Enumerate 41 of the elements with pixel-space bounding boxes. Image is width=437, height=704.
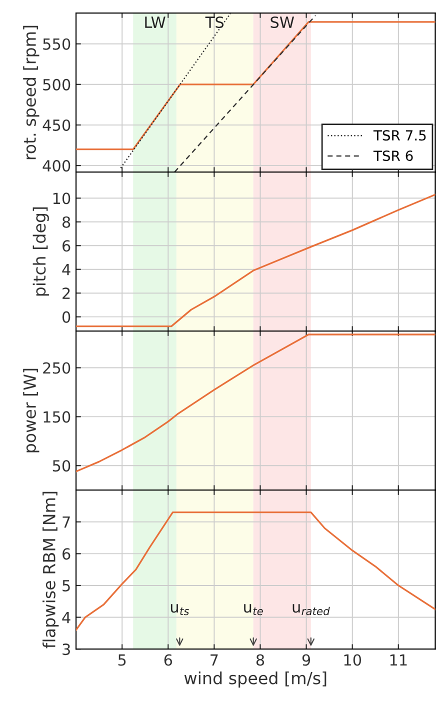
y-axis-title: power [W]	[23, 368, 40, 452]
band-label: SW	[270, 16, 294, 28]
legend-label: TSR 7.5	[373, 130, 426, 141]
band-label: LW	[145, 16, 166, 28]
y-tick-label: 2	[62, 288, 70, 299]
legend-label: TSR 6	[373, 150, 413, 162]
line-series	[76, 334, 436, 472]
y-tick-label: 6	[62, 240, 70, 252]
x-tick-label: 8	[256, 654, 264, 666]
y-tick-label: 400	[42, 160, 70, 172]
y-tick-label: 8	[62, 216, 70, 228]
x-tick-label: 10	[344, 654, 362, 666]
y-tick-label: 4	[62, 612, 70, 624]
y-tick-label: 50	[52, 460, 70, 472]
line-series	[76, 512, 436, 631]
y-axis-title: pitch [deg]	[32, 207, 49, 296]
y-tick-label: 250	[43, 362, 70, 374]
y-tick-label: 0	[62, 311, 70, 323]
x-tick-label: 11	[390, 654, 407, 666]
y-tick-label: 10	[53, 192, 70, 204]
y-tick-label: 7	[62, 516, 70, 528]
band-label: TS	[205, 16, 224, 28]
y-axis-title: rot. speed [rpm]	[23, 26, 40, 160]
x-tick-label: 6	[164, 654, 172, 666]
y-axis-title: flapwise RBM [Nm]	[42, 492, 59, 648]
line-series	[76, 194, 436, 328]
x-tick-label: 9	[302, 654, 310, 666]
y-tick-label: 150	[44, 411, 70, 423]
y-tick-label: 4	[62, 264, 70, 276]
y-tick-label: 3	[62, 644, 70, 656]
y-tick-label: 450	[42, 119, 70, 132]
y-tick-label: 6	[62, 548, 70, 560]
x-tick-label: 7	[210, 654, 218, 666]
annotation: u$_{rated}$	[292, 604, 330, 616]
y-tick-label: 5	[62, 580, 70, 592]
x-axis-title: wind speed [m/s]	[184, 672, 326, 688]
annotation: u$_{te}$	[244, 604, 263, 616]
y-tick-label: 500	[43, 78, 70, 90]
annotation: u$_{ts}$	[170, 604, 190, 616]
x-tick-label: 5	[118, 654, 126, 666]
y-tick-label: 550	[43, 38, 70, 50]
